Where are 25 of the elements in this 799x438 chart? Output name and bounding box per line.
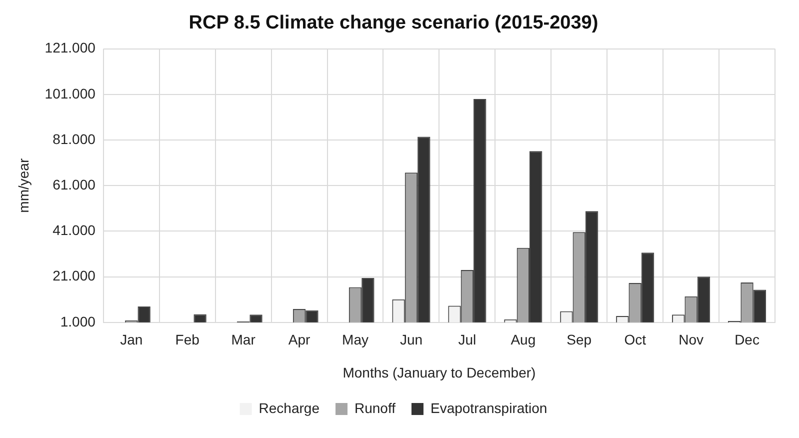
legend-label: Recharge [258, 400, 320, 416]
y-tick-label: 101.000 [44, 85, 96, 102]
x-tick-label: Feb [175, 332, 200, 348]
y-tick-label: 61.000 [52, 176, 96, 192]
chart-title: RCP 8.5 Climate change scenario (2015-2039) [188, 12, 598, 34]
x-tick-label: May [342, 332, 368, 348]
y-tick-label: 41.000 [52, 222, 96, 238]
x-tick-label: Jul [458, 332, 476, 348]
x-tick-label: Oct [624, 332, 646, 348]
y-axis-title: mm/year [15, 158, 32, 213]
x-tick-label: Apr [288, 332, 311, 348]
legend-label: Runoff [354, 400, 396, 416]
x-tick-label: Jun [400, 332, 423, 348]
x-tick-label: Nov [678, 332, 704, 348]
y-tick-label: 121.000 [44, 40, 96, 56]
legend-label: Evapotranspiration [430, 400, 548, 416]
y-tick-label: 21.000 [52, 268, 96, 284]
y-tick-label: 81.000 [52, 130, 96, 147]
x-tick-label: Sep [566, 332, 592, 348]
x-axis-title: Months (January to December) [342, 364, 536, 380]
x-tick-label: Aug [510, 332, 536, 348]
x-tick-label: Jan [120, 332, 143, 348]
x-tick-label: Dec [734, 332, 760, 348]
x-tick-label: Mar [231, 332, 256, 348]
y-tick-label: 1.000 [60, 313, 96, 330]
